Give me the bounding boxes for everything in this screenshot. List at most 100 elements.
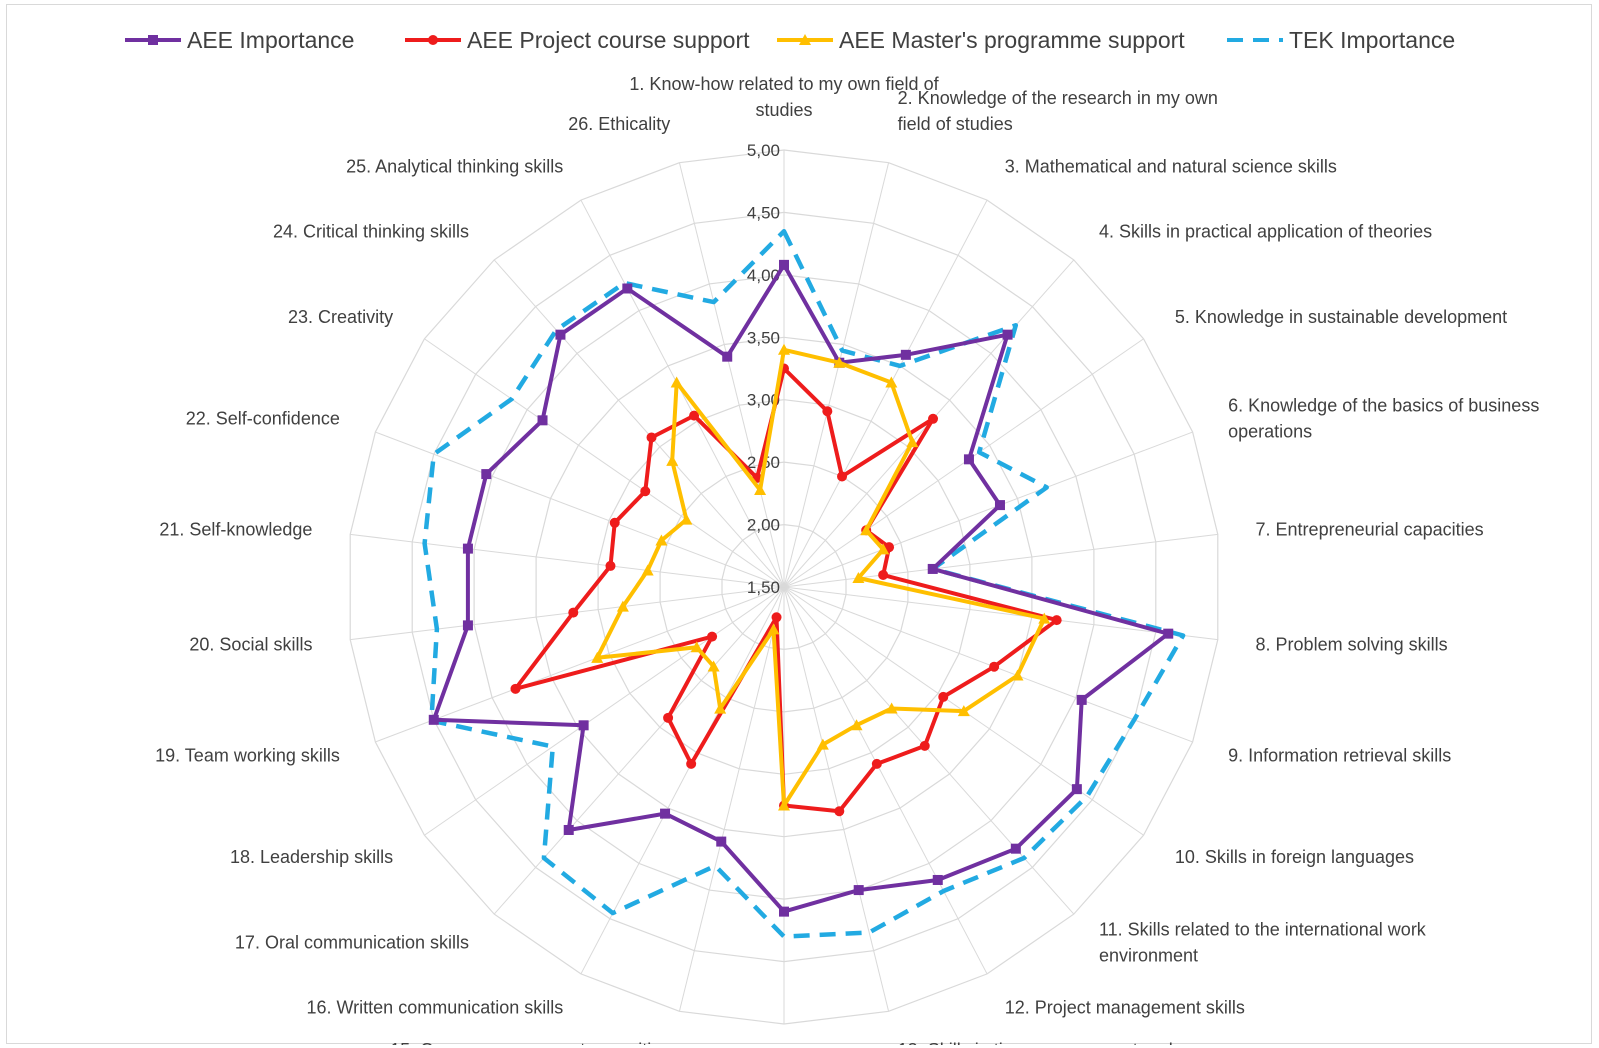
legend-label: TEK Importance — [1289, 27, 1455, 53]
radar-spoke — [493, 259, 785, 588]
data-point — [754, 484, 767, 496]
data-point — [578, 720, 589, 731]
series-aee-master-s-programme-support — [591, 343, 1051, 811]
radar-spoke — [580, 586, 785, 975]
data-point — [871, 758, 882, 769]
category-label: 16. Written communication skills — [306, 998, 563, 1018]
category-label: 9. Information retrieval skills — [1228, 745, 1451, 765]
category-label-line: 2. Knowledge of the research in my own — [898, 88, 1218, 108]
radar-spoke — [783, 162, 890, 588]
data-point — [641, 564, 654, 576]
data-point — [680, 513, 693, 525]
data-point — [932, 874, 943, 885]
category-label: 20. Social skills — [189, 634, 312, 654]
data-point — [1010, 843, 1021, 854]
category-label-line: 1. Know-how related to my own field of — [629, 74, 939, 94]
category-label: 13. Skills in time management andpriorit… — [898, 1040, 1173, 1045]
data-point — [767, 623, 780, 635]
category-label-line: 13. Skills in time management and — [898, 1040, 1173, 1045]
data-point — [1038, 612, 1051, 624]
category-label: 22. Self-confidence — [186, 409, 340, 429]
chart-frame: 1,50 2,00 2,50 3,00 3,50 4,00 4,50 5,00 1. Know… — [6, 4, 1592, 1045]
category-label: 25. Analytical thinking skills — [346, 156, 563, 176]
data-point — [927, 563, 938, 574]
category-label-line: 15. Career management capacities — [390, 1040, 670, 1045]
data-point — [689, 410, 700, 421]
data-point — [994, 500, 1005, 511]
data-point — [462, 543, 473, 554]
radar-spoke — [783, 586, 988, 975]
category-label-line: 20. Social skills — [189, 634, 312, 654]
legend-item[interactable]: TEK Importance — [1227, 27, 1455, 53]
radar-spoke — [783, 199, 988, 588]
category-label: 23. Creativity — [288, 307, 393, 327]
tick-label: 5,00 — [747, 141, 780, 160]
legend-label: AEE Importance — [187, 27, 354, 53]
radar-spoke — [580, 199, 785, 588]
category-label: 24. Critical thinking skills — [273, 221, 469, 241]
data-point — [906, 436, 919, 448]
data-point — [707, 631, 718, 642]
data-point — [609, 517, 620, 528]
radar-spoke — [783, 431, 1193, 588]
category-label: 18. Leadership skills — [230, 847, 393, 867]
data-series — [422, 228, 1186, 939]
data-point — [1076, 694, 1087, 705]
series-line — [422, 228, 1186, 939]
category-label-line: studies — [755, 100, 812, 120]
data-point — [591, 651, 604, 663]
category-label: 10. Skills in foreign languages — [1175, 847, 1414, 867]
category-label-line: 22. Self-confidence — [186, 409, 340, 429]
category-label: 4. Skills in practical application of th… — [1099, 221, 1432, 241]
category-label: 17. Oral communication skills — [235, 933, 469, 953]
legend-item[interactable]: AEE Project course support — [405, 27, 750, 53]
category-label-line: 24. Critical thinking skills — [273, 221, 469, 241]
category-label-line: environment — [1099, 946, 1198, 966]
tick-label: 4,00 — [747, 266, 780, 285]
radar-ring — [411, 211, 1157, 963]
legend-item[interactable]: AEE Importance — [125, 27, 354, 53]
tick-label: 3,00 — [747, 391, 780, 410]
data-point — [837, 471, 848, 482]
data-point — [510, 683, 521, 694]
data-point — [555, 329, 566, 340]
category-label-line: 9. Information retrieval skills — [1228, 745, 1451, 765]
legend: AEE Importance AEE Project course support… — [125, 27, 1455, 53]
category-label-line: 25. Analytical thinking skills — [346, 156, 563, 176]
data-point — [778, 799, 790, 811]
data-point — [1002, 329, 1013, 340]
category-label-line: 16. Written communication skills — [306, 998, 563, 1018]
radar-spoke — [783, 586, 1075, 915]
data-point — [928, 413, 939, 424]
data-point — [428, 714, 439, 725]
data-point — [1051, 615, 1062, 626]
data-point — [707, 660, 720, 672]
data-point — [938, 691, 949, 702]
legend-marker — [799, 34, 811, 45]
data-point — [660, 808, 671, 819]
data-point — [878, 569, 889, 580]
category-label: 6. Knowledge of the basics of business op… — [1228, 396, 1539, 442]
category-label: 21. Self-knowledge — [159, 520, 312, 540]
data-point — [919, 740, 930, 751]
category-label-line: 21. Self-knowledge — [159, 520, 312, 540]
category-label-line: 6. Knowledge of the basics of business — [1228, 396, 1539, 416]
data-point — [850, 719, 863, 731]
radar-spoke — [678, 162, 785, 588]
tick-label: 3,50 — [747, 328, 780, 347]
legend-item[interactable]: AEE Master's programme support — [777, 27, 1185, 53]
radar-spoke — [375, 431, 785, 588]
category-label-line: 10. Skills in foreign languages — [1175, 847, 1414, 867]
data-point — [568, 607, 579, 618]
radar-ring — [349, 149, 1219, 1025]
radar-spoke — [424, 586, 785, 836]
data-point — [852, 571, 865, 583]
category-label-line: 18. Leadership skills — [230, 847, 393, 867]
data-point — [686, 758, 697, 769]
data-point — [779, 259, 789, 270]
data-point — [900, 349, 911, 360]
data-point — [605, 560, 616, 571]
data-point — [670, 376, 683, 388]
category-label-line: 3. Mathematical and natural science skil… — [1005, 156, 1337, 176]
category-label: 3. Mathematical and natural science skil… — [1005, 156, 1337, 176]
